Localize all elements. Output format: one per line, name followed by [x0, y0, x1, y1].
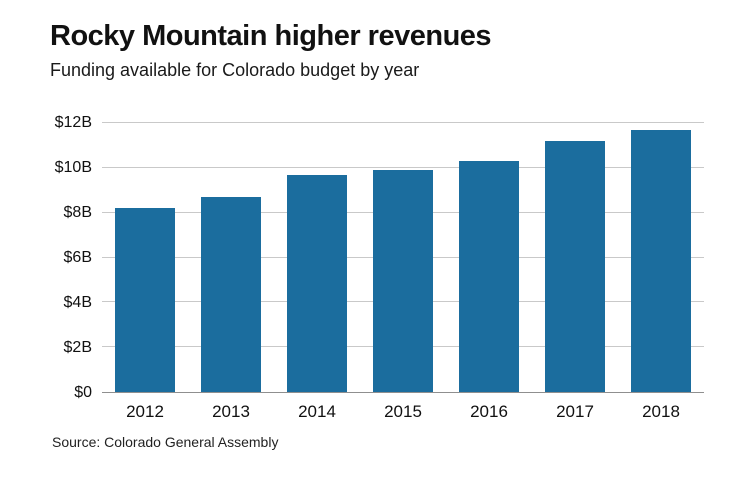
x-tick-label: 2018 [642, 402, 680, 421]
x-tick-label: 2013 [212, 402, 250, 421]
source-note: Source: Colorado General Assembly [52, 434, 279, 450]
x-tick-label: 2012 [126, 402, 164, 421]
bar [286, 174, 348, 392]
bar [630, 129, 692, 392]
bar [458, 161, 520, 392]
bar-slot [618, 123, 704, 392]
y-tick-label: $10B [54, 159, 92, 176]
x-tick-label: 2014 [298, 402, 336, 421]
bar [114, 208, 176, 392]
x-axis: 2012 2013 2014 2015 2016 2017 2018 [102, 393, 704, 422]
bar-slot [102, 123, 188, 392]
y-tick-label: $6B [63, 249, 92, 266]
bar-slot [360, 123, 446, 392]
y-tick-label: $0 [74, 384, 92, 401]
x-tick-label: 2015 [384, 402, 422, 421]
y-tick-label: $4B [63, 294, 92, 311]
gridline [102, 122, 704, 123]
y-tick-label: $8B [63, 204, 92, 221]
x-tick-label: 2017 [556, 402, 594, 421]
x-tick-label: 2016 [470, 402, 508, 421]
bar [544, 140, 606, 392]
bar-chart: $0 $2B $4B $6B $8B $10B $12B 2012 2013 2014 2015 2… [50, 114, 704, 422]
bar [200, 196, 262, 392]
chart-subtitle: Funding available for Colorado budget by… [50, 60, 420, 80]
plot-area [102, 122, 704, 393]
gridline [102, 166, 704, 168]
chart-title: Rocky Mountain higher revenues [50, 20, 492, 52]
y-tick-label: $2B [63, 339, 92, 356]
bar [372, 170, 434, 392]
bar-slot [188, 123, 274, 392]
bar-slot [446, 123, 532, 392]
bar-slot [532, 123, 618, 392]
bars [102, 123, 704, 392]
y-axis: $0 $2B $4B $6B $8B $10B $12B [50, 114, 102, 401]
bar-slot [274, 123, 360, 392]
y-tick-label: $12B [54, 114, 92, 131]
